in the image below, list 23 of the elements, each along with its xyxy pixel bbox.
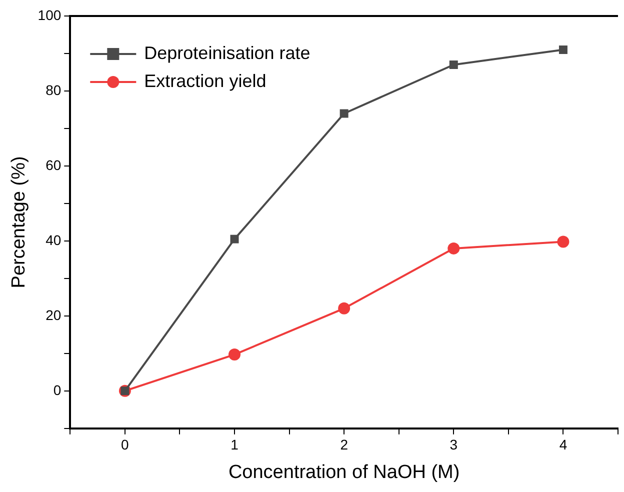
x-tick-label: 0 <box>121 436 130 453</box>
point <box>338 302 350 314</box>
point <box>340 109 348 118</box>
point <box>558 46 568 54</box>
y-axis-title: Percentage (%) <box>8 156 30 288</box>
y-tick-label: 40 <box>46 232 62 248</box>
point <box>228 348 241 361</box>
x-axis-title: Concentration of NaOH (M) <box>228 462 460 483</box>
point <box>449 60 458 69</box>
point <box>448 242 460 254</box>
legend-label: Extraction yield <box>144 70 266 91</box>
legend-label: Deproteinisation rate <box>144 42 310 63</box>
y-tick-label: 80 <box>46 82 62 98</box>
y-tick-label: 60 <box>46 156 62 173</box>
point <box>230 234 239 244</box>
x-tick-label: 3 <box>450 436 458 453</box>
y-tick-label: 100 <box>38 6 62 23</box>
point <box>557 236 570 248</box>
x-tick-label: 1 <box>230 436 239 453</box>
x-tick-label: 2 <box>340 436 348 453</box>
y-tick-label: 0 <box>53 382 62 398</box>
y-tick-label: 20 <box>46 306 62 323</box>
x-tick-label: 4 <box>559 436 568 453</box>
